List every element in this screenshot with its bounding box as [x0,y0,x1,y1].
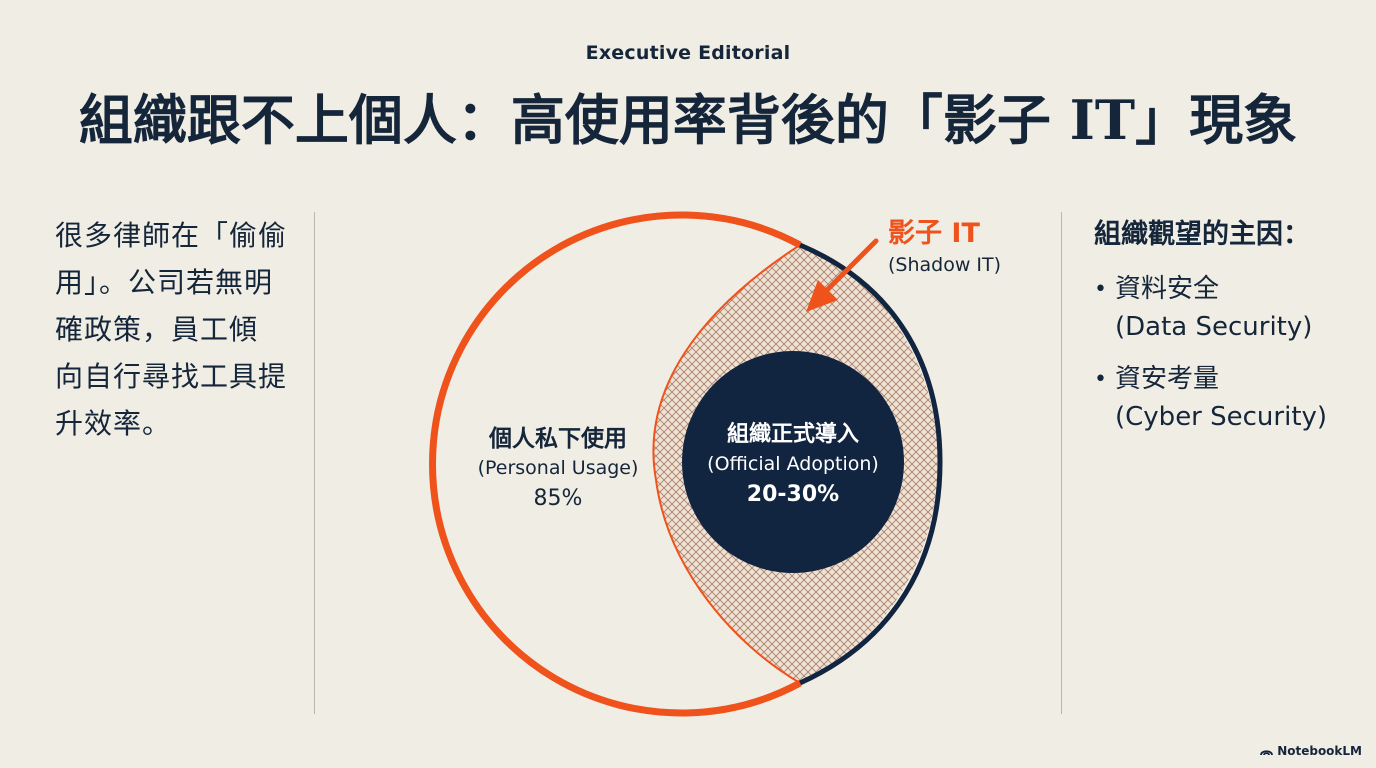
commentary-line: 很多律師在「偷偷 [55,219,288,252]
official-adoption-value: 20-30% [747,482,839,507]
kicker: Executive Editorial [585,42,791,64]
personal-usage-english: (Personal Usage) [478,457,639,479]
personal-usage-circle [429,211,802,717]
commentary-line: 確政策，員工傾 [55,313,259,346]
reason-english: (Data Security) [1115,312,1313,342]
reason-label: 資料安全 [1115,274,1220,304]
personal-usage-label: 個人私下使用 [488,426,627,452]
left-commentary: 很多律師在「偷偷 用」。公司若無明 確政策，員工傾 向自行尋找工具提 升效率。 [55,212,290,447]
bullet-icon: • [1094,277,1107,302]
lens-boundary [652,244,801,684]
official-adoption-english: (Official Adoption) [707,453,879,475]
notebooklm-icon [1260,749,1274,755]
logo-text: NotebookLM [1277,744,1362,758]
personal-usage-value: 85% [534,486,583,511]
commentary-line: 向自行尋找工具提 [55,360,288,393]
shadow-it-english: (Shadow IT) [888,254,1001,276]
right-divider [1061,212,1062,714]
reasons-heading: 組織觀望的主因： [1094,219,1310,250]
commentary-line: 升效率。 [55,407,172,440]
commentary-line: 用」。公司若無明 [55,266,274,299]
notebooklm-logo: NotebookLM [1260,744,1362,758]
bullet-icon: • [1094,367,1107,392]
organization-boundary [798,242,943,686]
arrow-icon [806,238,879,312]
page-title: 組織跟不上個人：高使用率背後的「影子 IT」現象 [78,88,1298,152]
shadow-it-label: 影子 IT [888,218,980,249]
official-adoption-circle [682,351,904,573]
reason-item: • 資安考量 (Cyber Security) [1094,360,1364,436]
official-adoption-label: 組織正式導入 [727,421,859,447]
reason-item: • 資料安全 (Data Security) [1094,270,1364,346]
reasons-panel: 組織觀望的主因： • 資料安全 (Data Security) • 資安考量 (… [1094,212,1364,450]
left-divider [314,212,315,714]
reason-english: (Cyber Security) [1115,402,1328,432]
reason-label: 資安考量 [1115,364,1220,394]
